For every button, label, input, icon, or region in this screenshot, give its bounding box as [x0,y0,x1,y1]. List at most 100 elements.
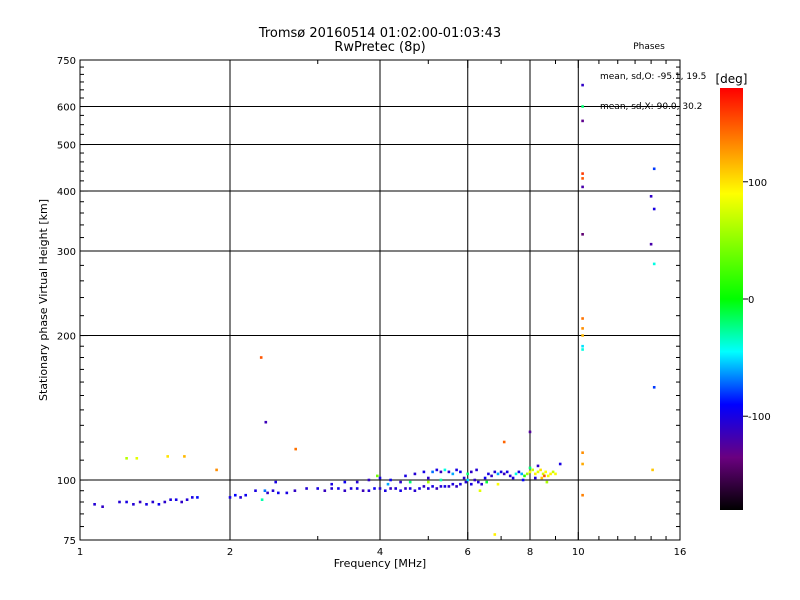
x-tick-label: 6 [465,547,471,558]
echo-point [581,83,584,87]
echo-point [523,474,526,478]
echo-point [254,489,257,492]
echo-point [337,487,340,490]
echo-point [652,207,656,211]
echo-point [541,472,545,476]
echo-point [163,500,167,504]
echo-point [485,480,488,484]
y-tick-label: 300 [57,247,76,258]
echo-point [581,348,584,351]
echo-point [422,485,426,488]
echo-point [502,472,506,476]
echo-point [196,496,199,499]
echo-point [264,420,268,424]
echo-point [499,470,503,474]
y-tick-label: 200 [57,332,76,343]
echo-point [447,485,451,488]
echo-point [455,485,458,488]
echo-point [511,476,515,480]
echo-point [496,472,500,476]
echo-point [581,462,584,466]
axes: 1 2 4 6 8 10 16 75 100 200 300 400 500 600 750 [57,56,686,558]
x-tick-label: 2 [227,547,233,558]
echo-point [151,500,155,504]
x-tick-label: 8 [527,547,533,558]
echo-point [493,533,497,536]
subtitle-line: RwPretec (8p) [334,40,426,55]
echo-point [132,503,135,506]
echo-point [427,476,430,480]
colorbar-tick-label: 100 [748,178,767,189]
echo-point [266,491,269,495]
echo-point [138,500,142,504]
echo-point [183,455,186,458]
echo-point [649,242,653,246]
echo-point [228,496,232,499]
y-axis-label: Stationary phase Virtual Height [km] [37,199,50,401]
echo-point [408,480,412,484]
phase-stat-o-values: -95.1, 19.5 [657,72,707,82]
echo-point [581,344,584,348]
echo-point [439,470,443,474]
echo-point [451,482,455,486]
echo-point [404,474,407,478]
y-tick-label: 750 [57,56,76,67]
echo-point [540,476,544,480]
echo-point [427,480,430,484]
echo-point [517,470,521,474]
echo-point [581,233,584,236]
echo-point [464,480,468,484]
echo-point [439,485,443,488]
echo-point [389,487,392,490]
x-tick-label: 4 [377,547,383,558]
echo-point [413,472,417,476]
echo-point [528,470,532,474]
echo-point [531,468,534,472]
echo-point [355,487,359,490]
echo-point [389,478,392,482]
echo-point [174,498,178,501]
echo-points [93,83,656,536]
echo-point [399,489,402,492]
x-tick-label: 1 [77,547,83,558]
echo-point [145,503,148,506]
echo-point [514,472,518,476]
echo-point [169,498,172,501]
echo-point [443,485,447,488]
phase-colorbar: [deg] 100 0 -100 [716,72,771,510]
echo-point [652,262,656,266]
echo-point [487,472,490,476]
grid-lines [80,60,680,540]
echo-point [101,505,104,508]
echo-point [378,487,382,490]
echo-point [376,474,379,478]
echo-point [408,487,412,490]
echo-point [493,470,497,474]
echo-point [431,470,434,474]
echo-point [543,474,546,478]
echo-point [539,468,542,472]
echo-point [378,476,382,480]
echo-point [93,503,96,506]
echo-point [470,470,473,474]
echo-point [554,472,557,476]
echo-point [462,476,466,480]
echo-point [422,470,426,474]
echo-point [447,470,451,474]
echo-point [215,468,218,472]
echo-point [558,462,562,466]
echo-point [520,472,523,476]
echo-point [277,491,280,495]
echo-point [386,482,390,486]
echo-point [521,478,525,482]
echo-point [475,468,478,472]
echo-point [459,470,462,474]
colorbar-tick-label: -100 [748,412,771,423]
echo-point [536,464,540,468]
x-tick-label: 16 [674,547,687,558]
echo-point [505,470,509,474]
echo-point [526,472,529,476]
echo-point [502,440,506,444]
echo-point [427,487,430,490]
